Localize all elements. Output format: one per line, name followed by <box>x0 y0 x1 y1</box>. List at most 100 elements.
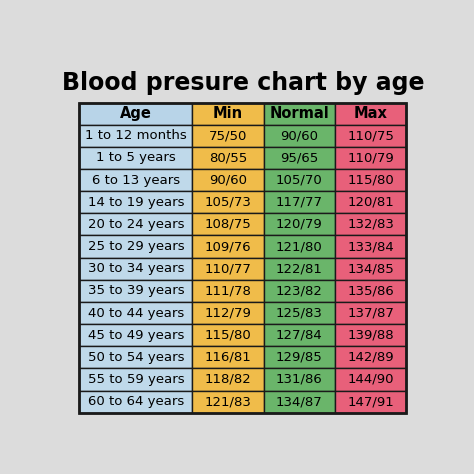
Text: 109/76: 109/76 <box>205 240 251 253</box>
Bar <box>335 324 406 346</box>
Bar <box>80 302 192 324</box>
Bar <box>80 125 192 147</box>
Text: 134/85: 134/85 <box>347 262 394 275</box>
Bar <box>335 258 406 280</box>
Text: Min: Min <box>213 106 243 121</box>
Bar <box>264 191 335 213</box>
Bar <box>264 213 335 236</box>
Text: Blood presure chart by age: Blood presure chart by age <box>62 72 424 95</box>
Text: 110/79: 110/79 <box>347 151 394 164</box>
Bar <box>192 302 264 324</box>
Text: 125/83: 125/83 <box>276 307 323 319</box>
Text: 75/50: 75/50 <box>209 129 247 142</box>
Text: 105/73: 105/73 <box>204 196 251 209</box>
Bar <box>80 368 192 391</box>
Bar <box>264 125 335 147</box>
Bar <box>192 147 264 169</box>
Text: 147/91: 147/91 <box>347 395 394 408</box>
Text: 142/89: 142/89 <box>347 351 394 364</box>
Text: 139/88: 139/88 <box>347 328 394 342</box>
Bar <box>264 302 335 324</box>
Text: 135/86: 135/86 <box>347 284 394 297</box>
Text: 115/80: 115/80 <box>347 173 394 187</box>
Text: 30 to 34 years: 30 to 34 years <box>88 262 184 275</box>
Text: 132/83: 132/83 <box>347 218 394 231</box>
Text: 137/87: 137/87 <box>347 307 394 319</box>
Bar <box>335 236 406 258</box>
Text: 115/80: 115/80 <box>204 328 251 342</box>
Text: 6 to 13 years: 6 to 13 years <box>92 173 180 187</box>
Text: Age: Age <box>120 106 152 121</box>
Bar <box>192 236 264 258</box>
Bar <box>335 125 406 147</box>
Bar <box>264 236 335 258</box>
Text: 20 to 24 years: 20 to 24 years <box>88 218 184 231</box>
Bar <box>192 391 264 413</box>
Text: 95/65: 95/65 <box>280 151 318 164</box>
Text: 127/84: 127/84 <box>276 328 322 342</box>
Bar <box>264 147 335 169</box>
Bar <box>335 147 406 169</box>
Text: 110/75: 110/75 <box>347 129 394 142</box>
Bar <box>264 324 335 346</box>
Bar <box>335 169 406 191</box>
Bar <box>264 280 335 302</box>
Bar <box>192 213 264 236</box>
Bar <box>80 391 192 413</box>
Bar <box>80 324 192 346</box>
Bar <box>335 391 406 413</box>
Bar <box>192 258 264 280</box>
Text: 144/90: 144/90 <box>347 373 394 386</box>
Bar <box>80 280 192 302</box>
Bar <box>335 280 406 302</box>
Bar <box>80 346 192 368</box>
Text: Normal: Normal <box>269 106 329 121</box>
Bar <box>192 324 264 346</box>
Text: 120/79: 120/79 <box>276 218 322 231</box>
Text: 55 to 59 years: 55 to 59 years <box>88 373 184 386</box>
Text: 1 to 12 months: 1 to 12 months <box>85 129 187 142</box>
Text: 80/55: 80/55 <box>209 151 247 164</box>
Text: 121/80: 121/80 <box>276 240 322 253</box>
Text: 117/77: 117/77 <box>276 196 323 209</box>
Bar <box>264 169 335 191</box>
Text: 14 to 19 years: 14 to 19 years <box>88 196 184 209</box>
Bar <box>80 236 192 258</box>
Text: 111/78: 111/78 <box>204 284 251 297</box>
Bar <box>80 258 192 280</box>
Bar <box>80 147 192 169</box>
Bar <box>80 102 192 125</box>
Bar <box>264 258 335 280</box>
Bar <box>80 191 192 213</box>
Text: 50 to 54 years: 50 to 54 years <box>88 351 184 364</box>
Bar <box>80 169 192 191</box>
Text: 131/86: 131/86 <box>276 373 322 386</box>
Text: 45 to 49 years: 45 to 49 years <box>88 328 184 342</box>
Text: 105/70: 105/70 <box>276 173 322 187</box>
Text: 40 to 44 years: 40 to 44 years <box>88 307 184 319</box>
Text: 121/83: 121/83 <box>204 395 251 408</box>
Text: 123/82: 123/82 <box>276 284 323 297</box>
Bar <box>264 391 335 413</box>
Bar <box>264 368 335 391</box>
Text: 60 to 64 years: 60 to 64 years <box>88 395 184 408</box>
Bar <box>264 102 335 125</box>
Bar <box>335 102 406 125</box>
Bar <box>80 102 406 413</box>
Text: 90/60: 90/60 <box>280 129 318 142</box>
Bar <box>80 213 192 236</box>
Bar <box>335 346 406 368</box>
Text: Max: Max <box>354 106 388 121</box>
Text: 122/81: 122/81 <box>276 262 323 275</box>
Text: 1 to 5 years: 1 to 5 years <box>96 151 176 164</box>
Bar <box>192 125 264 147</box>
Text: 108/75: 108/75 <box>204 218 251 231</box>
Text: 133/84: 133/84 <box>347 240 394 253</box>
Text: 110/77: 110/77 <box>204 262 251 275</box>
Bar <box>335 213 406 236</box>
Text: 116/81: 116/81 <box>204 351 251 364</box>
Bar <box>192 102 264 125</box>
Text: 129/85: 129/85 <box>276 351 322 364</box>
Text: 118/82: 118/82 <box>204 373 251 386</box>
Text: 134/87: 134/87 <box>276 395 322 408</box>
